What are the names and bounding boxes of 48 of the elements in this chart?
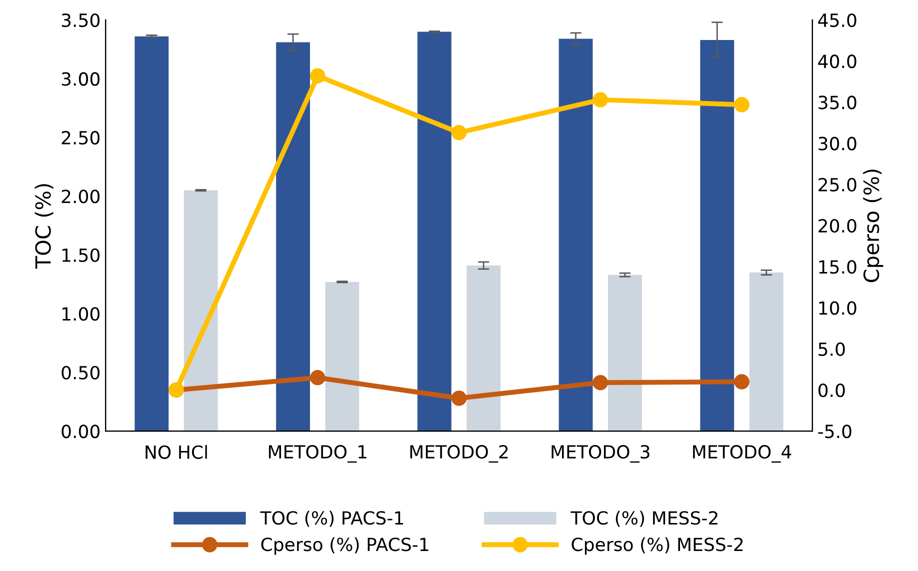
y-tick-label: 0.50 [62, 366, 100, 380]
x-tick-label: METODO_3 [552, 444, 650, 463]
point [310, 370, 326, 386]
point [734, 374, 750, 390]
y2-tick-label: 40.0 [818, 54, 856, 68]
legend-label: Cperso (%) PACS-1 [261, 537, 428, 555]
y2-axis-title: Cperso (%) [863, 170, 884, 282]
y-tick-label: 2.50 [62, 130, 100, 145]
y2-tick-label: 0.0 [818, 383, 845, 398]
y2-tick-label: 10.0 [819, 301, 856, 315]
y2-tick-label: 25.0 [818, 178, 856, 192]
point [592, 92, 608, 108]
point [451, 390, 467, 406]
bar [749, 272, 784, 432]
bar [276, 42, 310, 432]
bar [184, 190, 218, 432]
bar [417, 32, 452, 432]
point [310, 68, 326, 84]
y2-tick-label: 35.0 [818, 96, 856, 110]
legend-label: TOC (%) PACS-1 [260, 510, 404, 527]
y-tick-label: 1.50 [62, 248, 100, 262]
x-tick-label: METODO_1 [268, 444, 366, 463]
point [451, 124, 467, 140]
point [734, 97, 750, 112]
bar [700, 40, 734, 432]
y2-tick-label: 20.0 [818, 219, 856, 233]
x-tick-label: METODO_4 [693, 444, 792, 463]
y2-tick-label: 15.0 [819, 260, 856, 274]
bar [558, 38, 593, 432]
point [592, 374, 608, 390]
x-tick-label: NO HCl [146, 444, 207, 459]
bar [608, 274, 642, 432]
y2-tick-label: 5.0 [818, 342, 845, 356]
bar [134, 36, 169, 432]
y-tick-label: 3.50 [62, 13, 100, 28]
bar [325, 282, 360, 432]
legend-label: Cperso (%) MESS-2 [572, 537, 743, 555]
y-tick-label: 2.00 [62, 190, 100, 204]
legend-label: TOC (%) MESS-2 [570, 510, 718, 527]
y-tick-label: 1.00 [62, 307, 100, 321]
y2-tick-label: 30.0 [818, 136, 856, 150]
x-tick-label: METODO_2 [410, 444, 508, 463]
y-tick-label: 0.00 [62, 424, 100, 438]
bar [466, 265, 501, 432]
y-axis-title: TOC (%) [34, 184, 54, 269]
y-tick-label: 3.00 [62, 72, 100, 86]
y2-tick-label: -5.0 [818, 424, 852, 438]
y2-tick-label: 45.0 [818, 13, 856, 28]
